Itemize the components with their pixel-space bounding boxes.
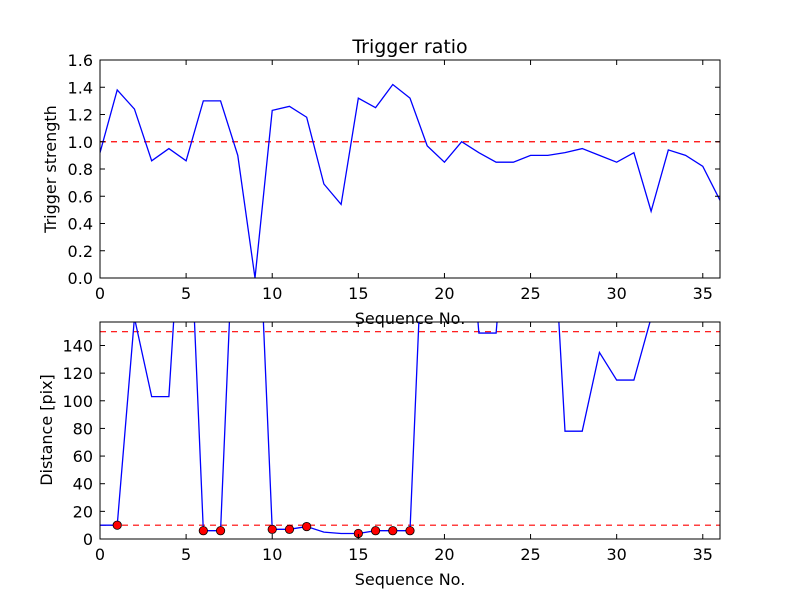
y-axis-label: Trigger strength [41, 105, 60, 234]
y-tick-label: 100 [62, 392, 93, 411]
x-tick-label: 5 [181, 284, 191, 303]
data-point-marker [215, 526, 226, 536]
series-line [100, 83, 720, 278]
x-tick-label: 10 [262, 545, 282, 564]
x-tick-label: 0 [95, 284, 105, 303]
y-tick-label: 0.4 [68, 215, 93, 234]
y-tick-label: 120 [62, 364, 93, 383]
x-tick-label: 20 [434, 545, 454, 564]
y-tick-label: 0.2 [68, 242, 93, 261]
x-tick-label: 25 [520, 545, 540, 564]
x-tick-label: 35 [693, 545, 713, 564]
x-tick-label: 35 [693, 284, 713, 303]
x-tick-label: 5 [181, 545, 191, 564]
x-tick-label: 0 [95, 545, 105, 564]
x-tick-label: 20 [434, 284, 454, 303]
data-point-marker [267, 524, 277, 534]
data-point-marker [198, 526, 208, 536]
plot-frame [99, 321, 721, 540]
y-tick-label: 0.0 [68, 269, 93, 288]
x-axis-label: Sequence No. [355, 570, 466, 589]
x-tick-label: 25 [520, 284, 540, 303]
trigger-ratio-chart: Trigger ratio 0 5 10 15 20 25 30 35 0.00.20.40.… [41, 36, 721, 328]
y-axis-ticks: 0 20 40 60 80 100 120 140 [62, 336, 720, 549]
y-tick-label: 0 [83, 530, 93, 549]
x-axis-ticks: 0 5 10 15 20 25 30 35 [95, 60, 713, 303]
y-tick-label: 1.2 [68, 106, 93, 125]
y-tick-label: 1.0 [68, 133, 93, 152]
y-axis-ticks: 0.0 0.2 0.4 0.6 0.8 1.0 1.2 1.4 1.6 [68, 51, 720, 288]
marker-group [112, 520, 415, 539]
y-tick-label: 1.6 [68, 51, 93, 70]
x-tick-label: 10 [262, 284, 282, 303]
y-tick-label: 80 [73, 419, 93, 438]
y-tick-label: 40 [73, 475, 93, 494]
y-tick-label: 140 [62, 336, 93, 355]
y-axis-label: Distance [pix] [37, 374, 56, 486]
x-tick-label: 30 [606, 284, 626, 303]
y-tick-label: 20 [73, 502, 93, 521]
data-point-marker [388, 526, 398, 536]
data-point-marker [112, 520, 122, 530]
x-axis-ticks: 0 5 10 15 20 25 30 35 [95, 322, 713, 564]
series-group [100, 83, 720, 278]
x-axis-label: Sequence No. [355, 309, 466, 328]
y-tick-label: 0.6 [68, 187, 93, 206]
distance-chart: 0 5 10 15 20 25 30 35 0 20 40 60 80 100 120 140 Sequen… [37, 321, 721, 589]
y-tick-label: 0.8 [68, 160, 93, 179]
y-tick-label: 1.4 [68, 78, 93, 97]
x-tick-label: 15 [348, 545, 368, 564]
data-point-marker [284, 524, 295, 534]
chart-title: Trigger ratio [351, 36, 467, 58]
y-tick-label: 60 [73, 447, 93, 466]
x-tick-label: 15 [348, 284, 368, 303]
x-tick-label: 30 [606, 545, 626, 564]
data-point-marker [405, 526, 415, 536]
data-point-marker [302, 521, 312, 532]
data-point-marker [370, 526, 381, 536]
